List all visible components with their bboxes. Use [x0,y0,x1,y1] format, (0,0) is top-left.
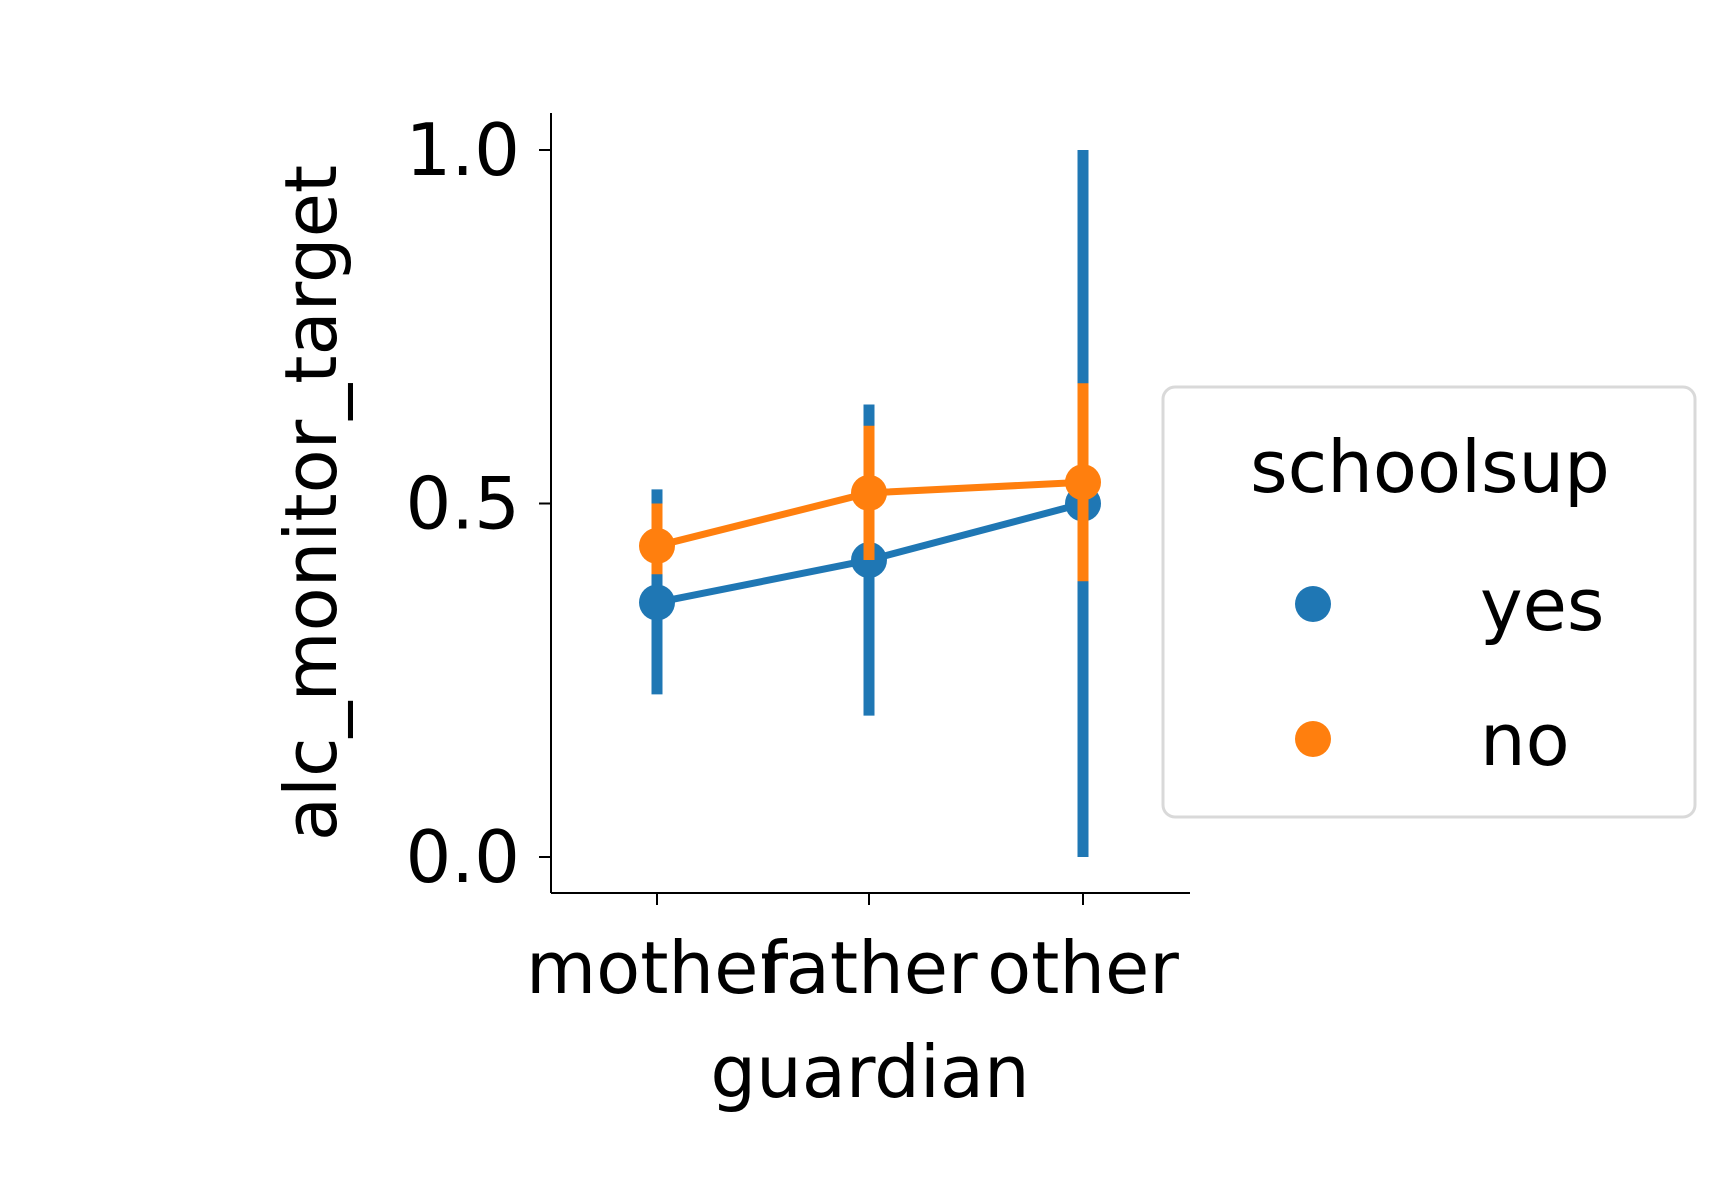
legend-marker-no [1295,721,1331,757]
x-tick-label: other [987,926,1179,1010]
legend-marker-yes [1295,586,1331,622]
legend-title: schoolsup [1250,425,1610,509]
legend-entries: yes no [1295,563,1604,782]
data-point [639,527,675,564]
series-no [639,383,1101,582]
y-tick-label: 0.0 [405,815,520,899]
data-point [1065,464,1101,501]
legend-label-no: no [1480,698,1570,782]
x-tick-label: mother [526,926,788,1010]
data-point [851,474,887,511]
x-tick-label: father [760,926,978,1010]
legend-label-yes: yes [1480,563,1604,647]
y-tick-label: 0.5 [405,462,520,546]
legend: schoolsup yes no [1161,385,1697,819]
x-axis-label: guardian [710,1030,1029,1114]
y-ticks: 0.0 0.5 1.0 [405,108,551,899]
data-point [639,584,675,621]
series-layer [639,150,1101,857]
y-tick-label: 1.0 [405,108,520,192]
y-axis-label: alc_monitor_target [269,165,353,841]
legend-frame [1161,385,1697,819]
